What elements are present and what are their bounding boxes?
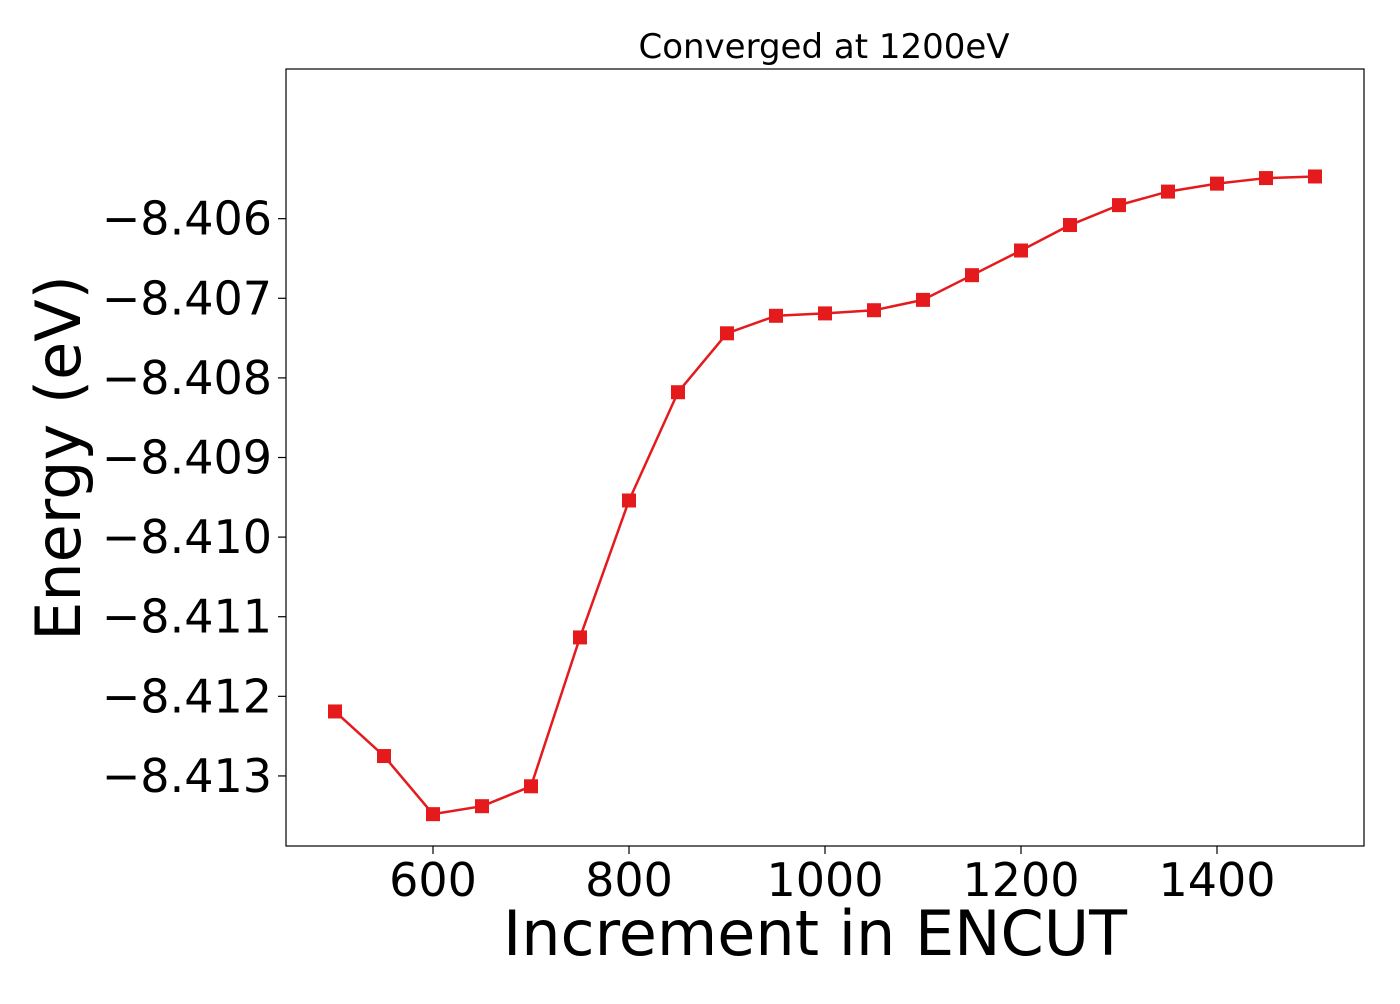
y-tick-label: −8.413 [102,749,272,803]
chart-title: Converged at 1200eV [638,27,1009,67]
x-tick-label: 600 [389,853,477,907]
y-axis-ticks: −8.406 −8.407 −8.408 −8.409 −8.410 −8.411 −8.4… [102,192,286,803]
data-point-marker [1308,169,1322,184]
x-axis-ticks: 600 800 1000 1200 1400 [389,846,1276,907]
data-point-marker [720,326,734,341]
series-line [334,175,1316,816]
y-tick-label: −8.406 [102,192,272,246]
data-point-marker [818,306,832,321]
y-tick-label: −8.407 [102,271,272,325]
data-point-marker [1112,198,1126,213]
data-point-marker [1063,218,1077,233]
y-tick-label: −8.411 [102,590,272,644]
y-tick-label: −8.410 [102,510,272,564]
x-tick-label: 1400 [1158,853,1275,907]
data-point-marker [377,749,391,764]
data-point-marker [769,308,783,323]
data-point-marker [671,385,685,400]
data-point-marker [1161,184,1175,199]
data-point-marker [426,807,440,822]
data-point-marker [622,493,636,508]
y-tick-label: −8.408 [102,351,272,405]
data-point-marker [328,704,342,719]
x-tick-label: 1000 [766,853,883,907]
y-tick-label: −8.409 [102,431,272,485]
data-point-marker [916,292,930,307]
x-tick-label: 1200 [962,853,1079,907]
plot-area [285,68,1365,847]
data-point-marker [1014,243,1028,258]
y-tick-label: −8.412 [102,669,272,723]
data-point-marker [867,303,881,318]
y-axis-label: Energy (eV) [22,275,95,641]
data-point-marker [475,799,489,814]
data-point-marker [573,630,587,645]
data-point-marker [965,268,979,283]
x-axis-label: Increment in ENCUT [503,897,1128,970]
data-point-marker [524,779,538,794]
data-point-marker [1259,171,1273,186]
x-tick-label: 800 [585,853,673,907]
data-point-marker [1210,176,1224,191]
